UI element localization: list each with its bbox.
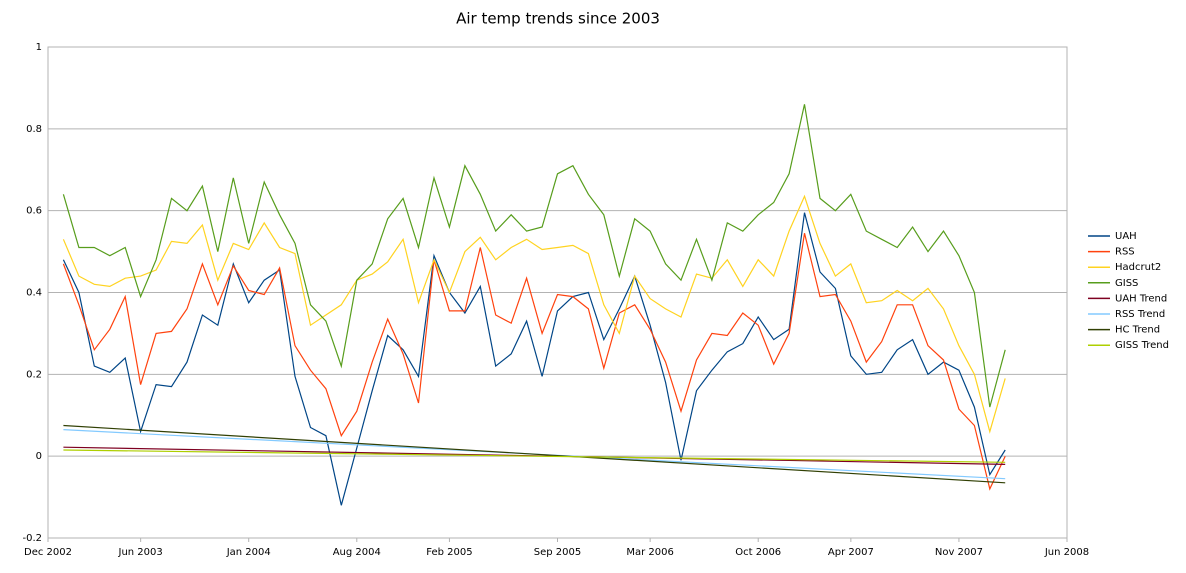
x-tick-label: Jun 2003 (118, 547, 163, 558)
legend-label: RSS (1115, 247, 1135, 258)
x-tick-label: Sep 2005 (534, 547, 581, 558)
x-tick-label: Aug 2004 (333, 547, 381, 558)
series-line (63, 449, 1006, 463)
y-tick-label: -0.2 (22, 533, 42, 544)
legend-label: Hadcrut2 (1115, 262, 1161, 273)
x-tick-label: Dec 2002 (24, 547, 72, 558)
x-tick-label: Jan 2004 (226, 547, 271, 558)
legend-label: GISS (1115, 278, 1138, 289)
x-tick-label: Feb 2005 (426, 547, 472, 558)
y-tick-label: 0.8 (26, 124, 42, 135)
y-tick-label: 0.6 (26, 206, 42, 217)
series-line (62, 194, 1006, 434)
y-tick-label: 1 (36, 42, 42, 53)
y-tick-label: 0.2 (26, 369, 42, 380)
series-line (63, 424, 1006, 484)
legend-label: UAH (1115, 231, 1137, 242)
x-tick-label: Nov 2007 (935, 547, 983, 558)
series-line (62, 212, 1006, 506)
x-tick-label: Jun 2008 (1044, 547, 1089, 558)
chart-title: Air temp trends since 2003 (456, 10, 660, 28)
x-tick-label: Mar 2006 (626, 547, 674, 558)
x-tick-label: Oct 2006 (735, 547, 781, 558)
series-line (62, 104, 1006, 408)
series-line (62, 233, 1006, 491)
y-tick-label: 0.4 (26, 288, 42, 299)
legend-label: GISS Trend (1115, 340, 1169, 351)
legend-label: HC Trend (1115, 325, 1160, 336)
legend-label: RSS Trend (1115, 309, 1165, 320)
y-tick-label: 0 (36, 451, 42, 462)
x-tick-label: Apr 2007 (828, 547, 874, 558)
legend-label: UAH Trend (1115, 293, 1167, 304)
